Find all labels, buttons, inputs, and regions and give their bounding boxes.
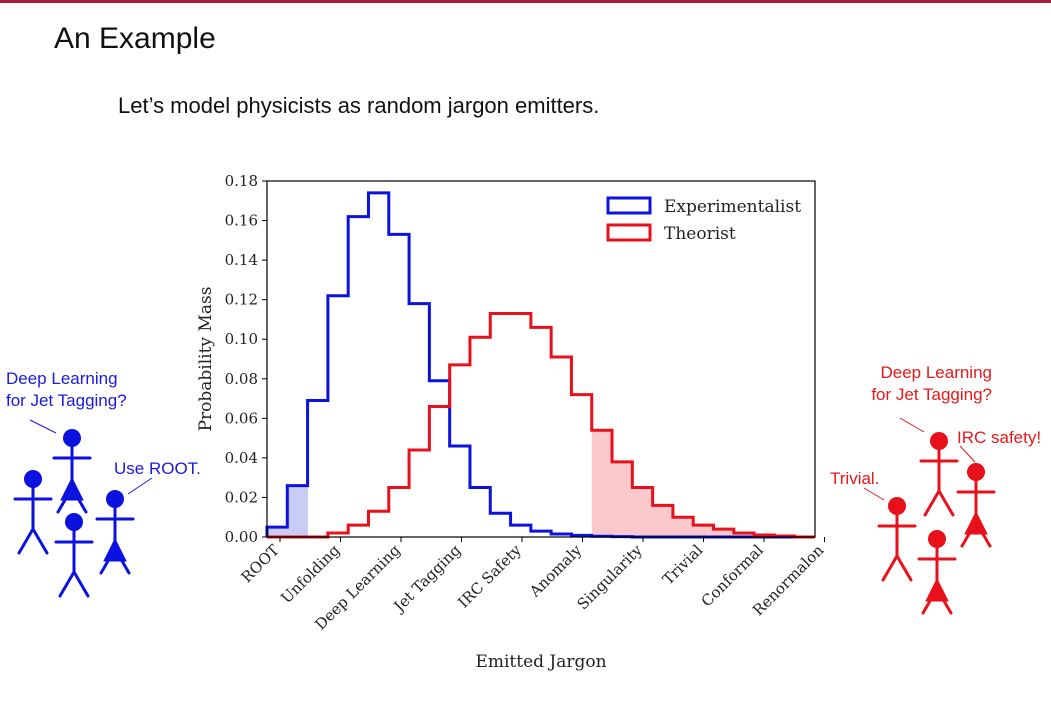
figure-head [928,530,946,548]
legend-label-experimentalist: Experimentalist [664,197,801,217]
figure-skirt [925,577,949,602]
red-irc-callout: IRC safety! [957,428,1042,447]
legend: Experimentalist Theorist [606,196,801,244]
blue-figure-3 [54,513,94,598]
shaded-bin [693,525,714,537]
y-tick-label: 0.18 [225,172,258,190]
figure-leg [881,554,899,582]
x-tick-label: Trivial [659,541,707,589]
legend-swatch-experimentalist [606,196,652,215]
red-figure-3 [956,463,996,548]
legend-swatch-theorist [606,223,652,242]
shaded-bin [733,533,755,537]
figure-leg [937,489,955,517]
slide-title: An Example [54,22,216,55]
blue-question-callout: Deep Learning for Jet Tagging? [6,368,127,412]
shaded-bin [287,485,308,537]
y-tick-label: 0.16 [225,212,258,230]
shaded-regions [267,430,796,537]
stick-figures [13,429,996,615]
y-axis-label: Probability Mass [196,287,216,432]
red-figure-2 [919,432,959,517]
red-question-callout: Deep Learning for Jet Tagging? [852,362,992,406]
axes: 0.00 0.02 0.04 0.06 0.08 0.10 0.12 0.14 0.16 0.18… [196,172,828,672]
shaded-bin [652,505,674,537]
x-tick-label: Anomaly [525,541,585,601]
figure-leg [17,527,35,555]
shaded-bin [632,487,653,537]
callout-lines [29,417,976,501]
series-line-experimentalist [265,191,815,539]
figure-head [967,463,985,481]
x-axis-label: Emitted Jargon [475,652,606,672]
shaded-bin [713,529,735,537]
figure-leg [923,489,941,517]
shaded-bin [591,430,613,537]
legend-label-theorist: Theorist [664,224,736,244]
red-irc-pointer-line [959,445,976,463]
y-tick-label: 0.08 [225,370,258,388]
shaded-bin [672,517,694,537]
shaded-bin [267,527,288,537]
figure-leg [58,570,76,598]
figure-head [888,497,906,515]
figure-skirt [60,476,84,501]
blue-question-pointer-line [29,419,57,434]
figure-head [65,513,83,531]
red-question-line-2: for Jet Tagging? [871,385,992,404]
blue-figure-1 [13,470,53,555]
red-figure-4 [917,530,957,615]
series-line-theorist [267,312,815,539]
figure-leg [895,554,913,582]
blue-question-line-2: for Jet Tagging? [6,391,127,410]
figure-skirt [103,537,127,562]
blue-answer-pointer-line [127,477,153,495]
x-tick-label: Singularity [574,541,647,614]
red-figure-1 [877,497,917,582]
y-tick-label: 0.02 [225,488,258,506]
x-tick-label: IRC Safety [454,541,525,612]
figure-leg [72,570,90,598]
blue-figure-2 [52,429,92,514]
x-tick-label: ROOT [238,541,283,586]
red-trivial-callout: Trivial. [830,469,880,488]
shaded-bin [612,461,633,537]
y-tick-label: 0.06 [225,409,258,427]
blue-figure-4 [95,490,135,575]
y-tick-label: 0.04 [225,449,258,467]
y-tick-label: 0.14 [225,251,258,269]
slide-subtitle: Let’s model physicists as random jargon … [118,93,600,118]
blue-answer-callout: Use ROOT. [114,459,201,478]
red-question-line-1: Deep Learning [880,363,992,382]
figure-head [24,470,42,488]
red-trivial-pointer-line [863,487,885,501]
figure-head [63,429,81,447]
slide-top-bar [0,0,1051,3]
blue-question-line-1: Deep Learning [6,369,118,388]
series-lines [265,191,815,539]
y-tick-label: 0.00 [225,528,258,546]
figure-skirt [964,510,988,535]
figure-head [106,490,124,508]
figure-leg [31,527,49,555]
plot-frame [266,180,816,538]
figure-head [930,432,948,450]
y-tick-label: 0.12 [225,291,258,309]
y-tick-label: 0.10 [225,330,258,348]
red-question-pointer-line [899,417,925,433]
